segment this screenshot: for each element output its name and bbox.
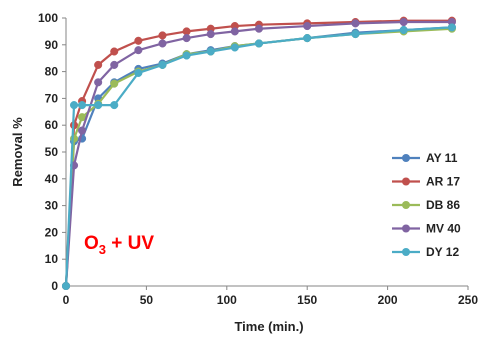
x-tick-label: 150 xyxy=(297,293,317,307)
data-point-ar-17 xyxy=(110,47,119,56)
annotation-subscript: 3 xyxy=(99,242,106,257)
data-point-db-86 xyxy=(110,79,119,88)
data-point-ar-17 xyxy=(94,60,103,69)
data-point-mv-40 xyxy=(134,46,143,55)
data-point-mv-40 xyxy=(110,60,119,69)
legend-marker-ar-17 xyxy=(402,177,410,186)
y-tick-label: 50 xyxy=(45,145,59,159)
series-dy-12 xyxy=(61,23,456,291)
legend-marker-db-86 xyxy=(402,201,410,209)
legend-marker-ay-11 xyxy=(402,154,410,162)
y-tick-label: 30 xyxy=(45,199,59,213)
data-point-dy-12 xyxy=(230,43,239,52)
data-point-mv-40 xyxy=(182,34,191,43)
y-tick-label: 60 xyxy=(45,118,59,132)
data-point-mv-40 xyxy=(94,78,103,87)
y-axis-title: Removal % xyxy=(10,117,25,187)
y-tick-label: 90 xyxy=(45,38,59,52)
series-mv-40 xyxy=(61,17,456,291)
data-point-mv-40 xyxy=(206,30,215,39)
y-tick-label: 100 xyxy=(38,11,58,25)
data-point-mv-40 xyxy=(230,27,239,36)
x-axis-title: Time (min.) xyxy=(234,319,303,334)
data-point-mv-40 xyxy=(399,17,408,27)
data-point-dy-12 xyxy=(399,26,408,35)
legend-label-db-86: DB 86 xyxy=(426,198,460,212)
y-tick-label: 70 xyxy=(45,91,59,105)
data-point-dy-12 xyxy=(69,101,79,110)
data-point-mv-40 xyxy=(303,21,312,31)
y-tick-label: 20 xyxy=(45,225,59,239)
x-tick-label: 100 xyxy=(217,293,237,307)
y-tick-label: 0 xyxy=(51,279,58,293)
axes: 0 10 20 30 40 50 60 70 80 90 100 0 50 100 150 200 250 xyxy=(38,11,478,307)
data-point-mv-40 xyxy=(351,19,360,28)
legend-item-ar-17: AR 17 xyxy=(392,175,460,189)
data-point-mv-40 xyxy=(158,39,167,48)
legend: AY 11 AR 17 DB 86 MV 40 DY 12 xyxy=(392,151,461,259)
data-point-dy-12 xyxy=(351,30,360,39)
data-point-mv-40 xyxy=(254,24,264,33)
x-tick-label: 0 xyxy=(63,293,70,307)
legend-marker-dy-12 xyxy=(402,248,410,256)
y-tick-label: 10 xyxy=(45,252,59,266)
data-point-dy-12 xyxy=(78,101,87,110)
legend-item-ay-11: AY 11 xyxy=(392,151,458,165)
x-tick-label: 50 xyxy=(140,293,154,307)
annotation-rest: + UV xyxy=(106,233,154,254)
legend-item-db-86: DB 86 xyxy=(392,198,460,212)
data-point-dy-12 xyxy=(110,101,119,110)
series-layer xyxy=(61,16,456,291)
data-point-dy-12 xyxy=(61,281,71,291)
x-tick-label: 250 xyxy=(458,293,478,307)
data-point-dy-12 xyxy=(254,39,264,48)
legend-label-mv-40: MV 40 xyxy=(426,222,461,236)
legend-label-ar-17: AR 17 xyxy=(426,175,460,189)
data-point-dy-12 xyxy=(182,51,191,60)
data-point-dy-12 xyxy=(158,60,167,69)
x-tick-label: 200 xyxy=(378,293,398,307)
annotation-main: O xyxy=(84,233,99,254)
legend-marker-mv-40 xyxy=(402,224,410,233)
data-point-ar-17 xyxy=(134,36,143,45)
data-point-dy-12 xyxy=(447,23,456,32)
y-tick-label: 80 xyxy=(45,65,59,79)
data-point-dy-12 xyxy=(94,101,103,110)
legend-item-dy-12: DY 12 xyxy=(392,245,459,259)
legend-item-mv-40: MV 40 xyxy=(392,222,461,236)
data-point-ar-17 xyxy=(158,31,167,40)
legend-label-ay-11: AY 11 xyxy=(426,151,458,165)
y-tick-label: 40 xyxy=(45,172,59,186)
annotation-o3-uv: O3 + UV xyxy=(84,233,154,257)
legend-label-dy-12: DY 12 xyxy=(426,245,459,259)
data-point-dy-12 xyxy=(134,68,143,77)
data-point-dy-12 xyxy=(206,47,215,56)
data-point-dy-12 xyxy=(303,34,312,43)
data-point-mv-40 xyxy=(78,126,87,135)
